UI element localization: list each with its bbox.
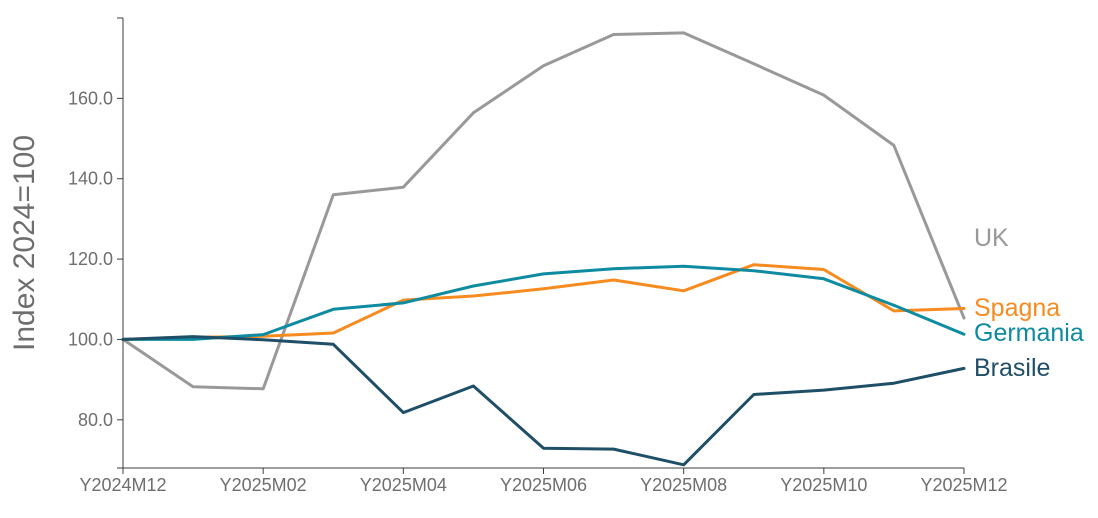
- x-axis: Y2024M12 Y2025M02 Y2025M04 Y2025M06 Y2025M08…: [79, 467, 1008, 495]
- series-label-brasile: Brasile: [974, 354, 1050, 382]
- x-tick-label: Y2025M04: [360, 475, 447, 495]
- series-line-germania: [121, 264, 966, 341]
- y-axis: 80.0 100.0 120.0 140.0 160.0: [68, 17, 124, 469]
- series-line-uk: [121, 31, 966, 391]
- x-tick-label: Y2025M08: [640, 475, 727, 495]
- x-tick-label: Y2024M12: [79, 475, 166, 495]
- y-tick-label: 140.0: [68, 169, 113, 189]
- x-tick-label: Y2025M12: [920, 475, 1007, 495]
- series-line-spagna: [121, 263, 966, 341]
- x-tick-label: Y2025M10: [780, 475, 867, 495]
- x-tick-label: Y2025M02: [220, 475, 307, 495]
- x-tick-label: Y2025M06: [500, 475, 587, 495]
- series-lines: [121, 31, 966, 467]
- series-label-spagna: Spagna: [974, 294, 1060, 322]
- y-tick-label: 120.0: [68, 249, 113, 269]
- y-axis-title: Index 2024=100: [8, 135, 41, 351]
- y-tick-label: 80.0: [78, 410, 113, 430]
- series-label-uk: UK: [974, 224, 1009, 252]
- series-line-brasile: [121, 335, 966, 467]
- series-label-germania: Germania: [974, 319, 1084, 347]
- y-tick-label: 100.0: [68, 329, 113, 349]
- y-tick-label: 160.0: [68, 88, 113, 108]
